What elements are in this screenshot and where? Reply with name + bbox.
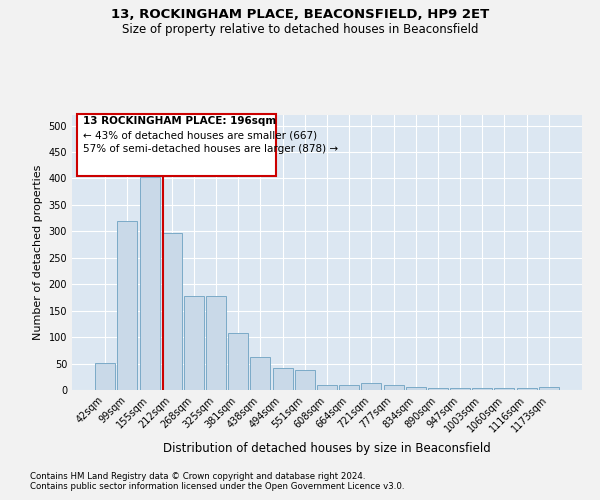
Bar	[250, 356, 271, 390]
Bar	[162, 234, 182, 390]
Bar	[539, 388, 559, 390]
Bar	[406, 387, 426, 390]
Bar	[383, 385, 404, 390]
Bar	[361, 383, 382, 390]
Text: 13, ROCKINGHAM PLACE, BEACONSFIELD, HP9 2ET: 13, ROCKINGHAM PLACE, BEACONSFIELD, HP9 …	[111, 8, 489, 20]
Bar	[295, 370, 315, 390]
Bar	[517, 388, 536, 390]
Bar	[428, 388, 448, 390]
Y-axis label: Number of detached properties: Number of detached properties	[33, 165, 43, 340]
Text: Size of property relative to detached houses in Beaconsfield: Size of property relative to detached ho…	[122, 22, 478, 36]
Bar	[95, 362, 115, 390]
Bar	[140, 178, 160, 390]
Bar	[494, 388, 514, 390]
X-axis label: Distribution of detached houses by size in Beaconsfield: Distribution of detached houses by size …	[163, 442, 491, 456]
Bar	[118, 221, 137, 390]
Text: 13 ROCKINGHAM PLACE: 196sqm: 13 ROCKINGHAM PLACE: 196sqm	[83, 116, 277, 126]
Text: ← 43% of detached houses are smaller (667): ← 43% of detached houses are smaller (66…	[83, 130, 317, 140]
Bar	[184, 296, 204, 390]
Text: 57% of semi-detached houses are larger (878) →: 57% of semi-detached houses are larger (…	[83, 144, 338, 154]
Bar	[272, 368, 293, 390]
Bar	[228, 334, 248, 390]
Bar	[317, 384, 337, 390]
Bar	[206, 296, 226, 390]
Bar	[339, 384, 359, 390]
Bar	[472, 388, 492, 390]
Text: Contains HM Land Registry data © Crown copyright and database right 2024.: Contains HM Land Registry data © Crown c…	[30, 472, 365, 481]
Bar	[450, 388, 470, 390]
Text: Contains public sector information licensed under the Open Government Licence v3: Contains public sector information licen…	[30, 482, 404, 491]
